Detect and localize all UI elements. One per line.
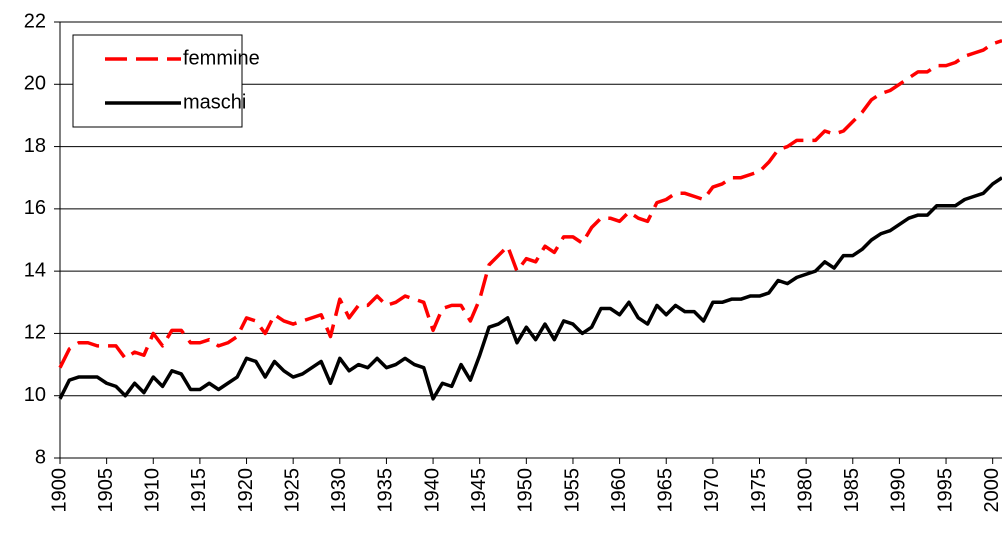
x-tick-label: 1960 [608, 468, 630, 513]
x-tick-label: 1910 [142, 468, 164, 513]
x-tick-label: 1915 [188, 468, 210, 513]
y-tick-label: 20 [24, 73, 46, 95]
series-line [58, 39, 1002, 369]
x-tick-label: 1985 [841, 468, 863, 513]
series-line [58, 176, 1002, 401]
x-tick-label: 2000 [981, 468, 1002, 513]
x-tick-label: 1940 [421, 468, 443, 513]
x-tick-label: 1905 [95, 468, 117, 513]
legend-box [72, 34, 243, 128]
x-tick-label: 1995 [934, 468, 956, 513]
y-tick-label: 8 [35, 446, 46, 468]
x-tick-label: 1965 [655, 468, 677, 513]
y-tick-label: 10 [24, 384, 46, 406]
y-tick-label: 12 [24, 322, 46, 344]
x-tick-label: 1990 [888, 468, 910, 513]
legend-label: femmine [183, 47, 260, 69]
x-tick-label: 1975 [748, 468, 770, 513]
y-tick-label: 14 [24, 259, 46, 281]
x-tick-label: 1970 [701, 468, 723, 513]
x-tick-label: 1980 [794, 468, 816, 513]
y-tick-label: 22 [24, 10, 46, 32]
x-tick-label: 1955 [561, 468, 583, 513]
y-tick-label: 16 [24, 197, 46, 219]
x-tick-label: 1925 [281, 468, 303, 513]
x-tick-label: 1950 [515, 468, 537, 513]
x-tick-label: 1945 [468, 468, 490, 513]
x-tick-label: 1935 [375, 468, 397, 513]
x-tick-label: 1900 [48, 468, 70, 513]
x-tick-label: 1930 [328, 468, 350, 513]
legend-label: maschi [183, 91, 246, 113]
y-tick-label: 18 [24, 135, 46, 157]
x-tick-label: 1920 [235, 468, 257, 513]
